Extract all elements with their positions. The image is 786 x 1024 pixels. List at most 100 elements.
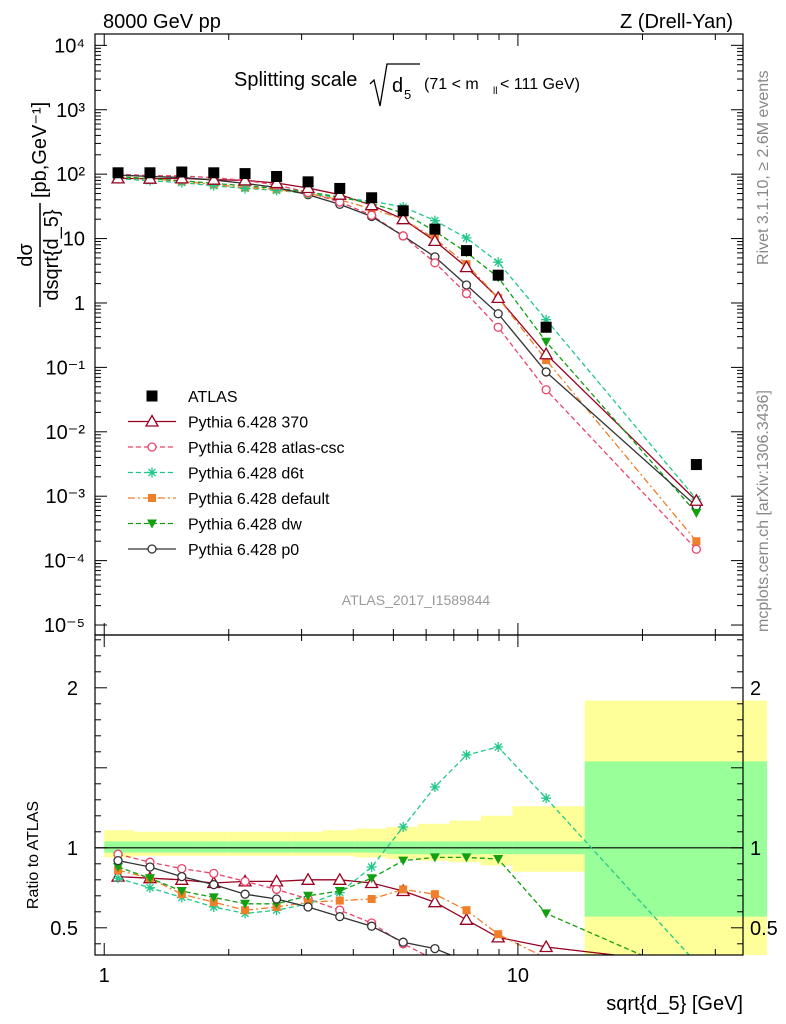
y-tick-label: 10⁻² [46, 422, 86, 444]
ratio-point-dw [493, 855, 504, 864]
mcplots-label: mcplots.cern.ch [arXiv:1306.3436] [755, 390, 772, 632]
legend-marker [147, 442, 157, 452]
y-tick-label: 10² [56, 164, 85, 186]
legend-label: Pythia 6.428 atlas-csc [188, 440, 345, 457]
main-point-d6t [541, 314, 552, 325]
ratio-point-d6t [429, 782, 440, 792]
ratio-point-dw [429, 853, 440, 863]
ratio-point-p0 [113, 855, 123, 866]
ratio-series-clipped [110, 742, 690, 955]
ratio-point-dw [240, 899, 251, 909]
band-inner-bin [323, 841, 355, 853]
ratio-uncertainty-bands [95, 700, 767, 955]
band-inner-bin [104, 841, 134, 853]
legend-marker [144, 414, 160, 427]
ratio-point-p0 [240, 889, 250, 899]
y-tick-label: 10³ [56, 100, 85, 122]
legend-label: Pythia 6.428 default [188, 491, 330, 508]
band-inner-bin [133, 841, 166, 853]
title-sqrt-sub: 5 [404, 87, 411, 102]
ratio-point-p0 [303, 902, 313, 912]
y-tick-label: 10⁻¹ [46, 357, 86, 379]
main-point-ATLAS [271, 170, 283, 182]
ratio-point-default [494, 930, 503, 939]
main-point-ATLAS [540, 321, 552, 333]
main-point-ATLAS [334, 182, 346, 194]
main-series-group [110, 166, 704, 554]
ratio-frame [94, 634, 744, 956]
band-outer-bin [512, 806, 585, 872]
main-line-dw [117, 175, 697, 514]
title-sqrt-var: d [392, 75, 403, 97]
sqrt-sign [369, 63, 420, 107]
ratio-y-tick-label-right: 0.5 [750, 918, 778, 940]
ratio-point-dw [303, 891, 314, 901]
ratio-point-atlascsc [209, 868, 219, 879]
main-point-ATLAS [208, 167, 220, 179]
main-point-default [542, 356, 551, 365]
ratio-point-default [399, 885, 408, 894]
main-line-d6t [118, 178, 697, 500]
legend-label: ATLAS [188, 389, 238, 406]
ratio-point-atlascsc [240, 876, 250, 887]
ratio-point-p0 [271, 894, 282, 904]
main-point-d6t [429, 215, 440, 226]
main-point-p370 [689, 493, 704, 506]
ratio-point-dw [461, 853, 472, 863]
main-point-atlascsc [691, 544, 702, 554]
main-point-d6t [240, 183, 251, 194]
main-point-ATLAS [302, 176, 314, 188]
x-tick-label: 10 [507, 965, 529, 987]
legend-marker [147, 519, 157, 529]
main-point-atlascsc [398, 231, 408, 241]
y-tick-label: 10 [63, 229, 85, 251]
ratio-point-default [430, 890, 439, 899]
main-point-atlascsc [541, 385, 551, 395]
ratio-point-d6t [366, 862, 377, 872]
legend-item-d6t: Pythia 6.428 d6t [128, 466, 304, 483]
main-point-p370 [396, 211, 411, 225]
y-tick-label: 10⁴ [54, 35, 85, 57]
y-tick-label: 1 [74, 293, 85, 315]
ratio-point-dw [541, 909, 552, 919]
main-point-dw [541, 337, 552, 347]
ratio-point-d6t [144, 882, 155, 893]
header-left: 8000 GeV pp [103, 11, 221, 33]
main-point-d6t [271, 185, 282, 196]
ratio-point-d6t [208, 902, 219, 912]
main-point-p370 [237, 173, 253, 186]
ratio-y-tick-label: 1 [67, 838, 78, 860]
main-point-ATLAS [366, 192, 378, 204]
ratio-y-tick-label: 0.5 [50, 918, 78, 940]
legend-item-p0: Pythia 6.428 p0 [128, 542, 299, 559]
legend-item-dw: Pythia 6.428 dw [128, 517, 302, 534]
band-inner-bin [228, 841, 261, 853]
ratio-point-default [304, 898, 313, 907]
svg-text:dσ: dσ [15, 243, 37, 267]
main-point-default [692, 537, 701, 546]
ratio-y-tick-label-right: 2 [750, 678, 761, 700]
legend-marker [146, 390, 158, 402]
main-point-p0 [541, 367, 551, 377]
main-point-ATLAS [690, 459, 702, 471]
ratio-line-atlascsc [117, 853, 427, 955]
ratio-y-label: Ratio to ATLAS [25, 801, 42, 909]
ratio-point-d6t [493, 742, 504, 752]
legend-label: Pythia 6.428 p0 [188, 542, 299, 559]
legend-label: Pythia 6.428 dw [188, 517, 302, 534]
ratio-point-p0 [335, 911, 345, 922]
main-point-dw [691, 508, 702, 518]
main-point-d6t [493, 257, 504, 268]
ratio-point-default [462, 906, 471, 915]
main-point-ATLAS [429, 223, 441, 235]
main-point-p370 [491, 290, 506, 304]
main-point-ATLAS [397, 205, 409, 217]
band-inner-bin [197, 841, 229, 853]
y-tick-label: 10⁻⁵ [44, 615, 85, 637]
ratio-y-tick-label: 2 [67, 678, 78, 700]
ratio-y-tick-label-right: 1 [750, 838, 761, 860]
main-point-ATLAS [144, 167, 156, 179]
ratio-point-d6t [113, 873, 124, 884]
band-inner-bin [584, 761, 767, 917]
